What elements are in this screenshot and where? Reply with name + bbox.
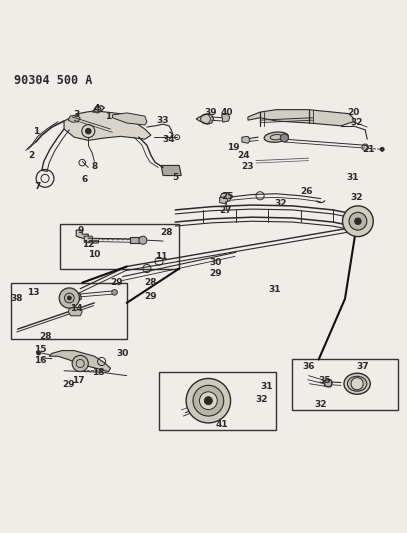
Text: 13: 13 <box>28 288 40 297</box>
Text: 14: 14 <box>70 304 83 313</box>
Text: 25: 25 <box>221 192 234 201</box>
Text: 32: 32 <box>351 193 363 203</box>
Polygon shape <box>68 115 80 122</box>
Text: 3: 3 <box>73 110 79 119</box>
Text: 32: 32 <box>315 400 327 409</box>
Text: 34: 34 <box>163 135 175 144</box>
Text: 28: 28 <box>39 332 52 341</box>
Bar <box>11 282 127 340</box>
Text: 1: 1 <box>33 126 39 135</box>
Text: 29: 29 <box>110 278 123 287</box>
Text: 26: 26 <box>300 187 313 196</box>
Circle shape <box>349 212 367 230</box>
Circle shape <box>85 128 91 134</box>
Circle shape <box>354 218 361 224</box>
Polygon shape <box>61 292 81 304</box>
Circle shape <box>351 378 363 390</box>
Circle shape <box>280 134 289 142</box>
Text: 39: 39 <box>204 108 217 117</box>
Circle shape <box>204 397 212 405</box>
Text: 17: 17 <box>72 376 85 385</box>
Polygon shape <box>113 113 147 125</box>
Polygon shape <box>242 136 250 143</box>
Text: 32: 32 <box>274 199 287 208</box>
Ellipse shape <box>348 376 367 391</box>
Circle shape <box>59 288 79 308</box>
Polygon shape <box>76 230 88 238</box>
Bar <box>159 372 276 430</box>
Text: 38: 38 <box>11 294 23 303</box>
Text: 40: 40 <box>221 108 233 117</box>
Text: 31: 31 <box>347 173 359 182</box>
Text: 28: 28 <box>160 228 173 237</box>
Text: 32: 32 <box>351 118 363 127</box>
Text: 1: 1 <box>105 112 112 122</box>
Text: 90304 500 A: 90304 500 A <box>13 75 92 87</box>
Text: 10: 10 <box>88 250 101 259</box>
Text: 19: 19 <box>228 143 240 152</box>
Polygon shape <box>196 114 214 124</box>
Text: 15: 15 <box>33 345 46 354</box>
Text: 24: 24 <box>238 151 250 160</box>
Text: 6: 6 <box>81 175 88 184</box>
Polygon shape <box>84 236 98 243</box>
Text: 36: 36 <box>302 362 315 372</box>
Text: 33: 33 <box>157 117 169 125</box>
Polygon shape <box>222 114 230 122</box>
Circle shape <box>67 296 71 300</box>
Text: 2: 2 <box>28 151 35 160</box>
Text: 16: 16 <box>33 356 46 365</box>
Circle shape <box>193 385 224 416</box>
Text: 30: 30 <box>210 258 222 267</box>
Bar <box>292 359 398 410</box>
Text: 12: 12 <box>82 240 94 249</box>
Text: 4: 4 <box>93 104 100 114</box>
Text: 7: 7 <box>35 182 41 191</box>
Circle shape <box>72 356 88 372</box>
Text: 37: 37 <box>357 362 370 372</box>
Circle shape <box>186 378 231 423</box>
Text: 35: 35 <box>319 376 331 385</box>
Text: 41: 41 <box>215 421 228 430</box>
Polygon shape <box>49 351 111 372</box>
Circle shape <box>139 236 147 244</box>
Bar <box>60 224 179 269</box>
Polygon shape <box>220 192 231 202</box>
Polygon shape <box>161 165 181 175</box>
Text: 8: 8 <box>91 161 98 171</box>
Circle shape <box>199 392 217 409</box>
Text: 18: 18 <box>92 368 105 377</box>
Text: 29: 29 <box>62 380 74 389</box>
Text: 31: 31 <box>260 383 272 391</box>
Text: 28: 28 <box>145 278 157 287</box>
Text: 23: 23 <box>242 161 254 171</box>
Text: 31: 31 <box>268 285 280 294</box>
Polygon shape <box>220 197 228 204</box>
Polygon shape <box>325 379 332 387</box>
Text: 20: 20 <box>347 108 359 117</box>
Text: 29: 29 <box>144 292 157 301</box>
Text: 9: 9 <box>77 225 83 235</box>
Circle shape <box>37 351 41 355</box>
Circle shape <box>343 206 373 237</box>
Text: 32: 32 <box>256 394 268 403</box>
Ellipse shape <box>264 132 288 142</box>
Text: 11: 11 <box>155 252 167 261</box>
Polygon shape <box>68 307 82 316</box>
Bar <box>130 237 139 243</box>
Circle shape <box>112 289 117 295</box>
Text: 5: 5 <box>172 173 178 182</box>
Text: 21: 21 <box>362 145 375 154</box>
Circle shape <box>380 147 384 151</box>
Text: 27: 27 <box>219 206 232 215</box>
Polygon shape <box>64 111 151 140</box>
Polygon shape <box>92 106 105 112</box>
Text: 30: 30 <box>116 349 129 358</box>
Text: 29: 29 <box>209 269 222 278</box>
Polygon shape <box>248 110 353 126</box>
Ellipse shape <box>344 373 370 394</box>
